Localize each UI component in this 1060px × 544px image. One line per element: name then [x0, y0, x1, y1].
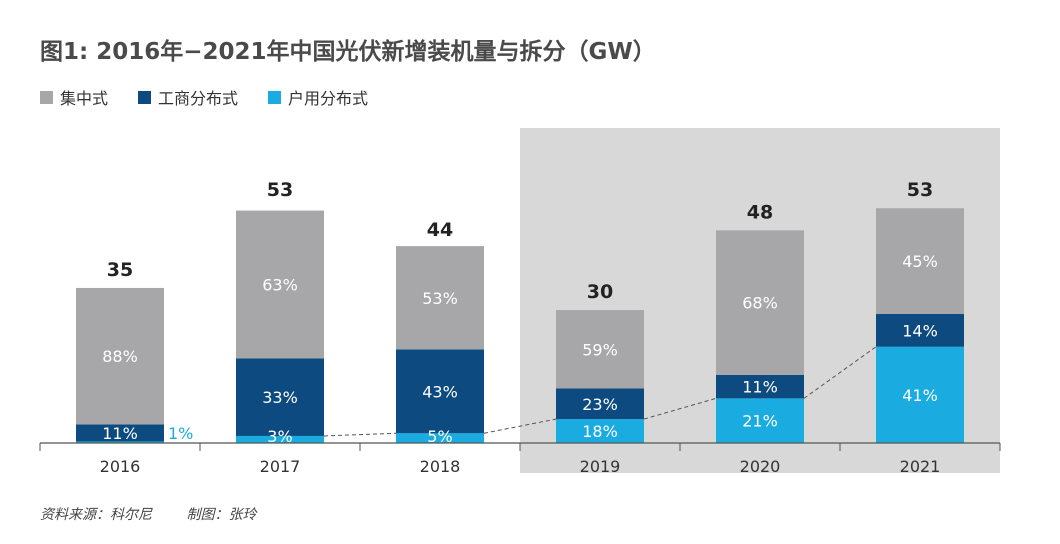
x-tick-label-2018: 2018 — [420, 457, 461, 476]
segment-label-2019-2: 59% — [582, 340, 618, 359]
total-label-2018: 44 — [427, 219, 453, 241]
segment-label-2017-2: 63% — [262, 276, 298, 295]
bar-segment-2021-0 — [876, 346, 964, 443]
segment-label-2019-0: 18% — [582, 422, 618, 441]
bar-segment-2020-2 — [716, 230, 804, 375]
segment-label-2018-0: 5% — [427, 427, 452, 446]
author-note: 制图：张玲 — [186, 507, 257, 523]
bar-segment-2017-1 — [236, 358, 324, 436]
chart-legend: 集中式 工商分布式 户用分布式 — [40, 85, 398, 109]
bar-segment-2021-1 — [876, 313, 964, 347]
legend-label-household: 户用分布式 — [288, 89, 369, 108]
total-label-2020: 48 — [747, 201, 773, 223]
bar-segment-2020-1 — [716, 374, 804, 399]
x-tick-label-2020: 2020 — [740, 457, 781, 476]
segment-label-2021-0: 41% — [902, 386, 938, 405]
total-label-2019: 30 — [587, 281, 613, 303]
bar-segment-2021-2 — [876, 208, 964, 314]
legend-label-centralized: 集中式 — [60, 89, 109, 108]
chart-title: 图1: 2016年−2021年中国光伏新增装机量与拆分（GW） — [40, 39, 656, 65]
bar-segment-2018-0 — [396, 433, 484, 443]
bar-segment-2017-2 — [236, 210, 324, 359]
segment-label-2021-1: 14% — [902, 321, 938, 340]
bar-segment-2018-1 — [396, 349, 484, 434]
bar-segment-2016-1 — [76, 424, 164, 442]
segment-label-2020-1: 11% — [742, 378, 778, 397]
segment-label-2020-2: 68% — [742, 294, 778, 313]
chart-footer: 资料来源：科尔尼 制图：张玲 — [40, 504, 256, 524]
legend-item-centralized: 集中式 — [40, 85, 108, 109]
legend-swatch-household — [268, 90, 282, 104]
bar-segment-2017-0 — [236, 435, 324, 443]
x-tick-label-2021: 2021 — [900, 457, 941, 476]
bar-segment-2019-1 — [556, 388, 644, 420]
bar-segment-2016-2 — [76, 287, 164, 425]
legend-item-household: 户用分布式 — [268, 85, 368, 109]
legend-swatch-commercial — [138, 90, 152, 104]
legend-label-commercial: 工商分布式 — [158, 89, 239, 108]
segment-label-2021-2: 45% — [902, 252, 938, 271]
bar-segment-2019-0 — [556, 419, 644, 443]
bar-segment-2020-0 — [716, 398, 804, 443]
x-tick-label-2019: 2019 — [580, 457, 621, 476]
segment-label-2018-2: 53% — [422, 289, 458, 308]
total-label-2021: 53 — [907, 179, 933, 201]
segment-label-2020-0: 21% — [742, 412, 778, 431]
bar-segment-2019-2 — [556, 310, 644, 389]
household-trend-line — [323, 346, 877, 437]
source-note: 资料来源：科尔尼 — [40, 507, 152, 523]
segment-label-2019-1: 23% — [582, 395, 618, 414]
bar-segment-2016-0 — [76, 441, 164, 443]
segment-label-2017-1: 33% — [262, 388, 298, 407]
segment-label-2016-2: 88% — [102, 347, 138, 366]
total-label-2016: 35 — [107, 259, 133, 281]
legend-swatch-centralized — [40, 90, 53, 104]
x-tick-label-2016: 2016 — [100, 457, 141, 476]
segment-label-2016-1: 11% — [102, 424, 138, 443]
x-tick-label-2017: 2017 — [260, 457, 301, 476]
segment-label-2018-1: 43% — [422, 382, 458, 401]
total-label-2017: 53 — [267, 179, 293, 201]
segment-label-2016-0: 1% — [168, 424, 193, 443]
legend-item-commercial: 工商分布式 — [138, 85, 238, 109]
segment-label-2017-0: 3% — [267, 427, 292, 446]
bar-segment-2018-2 — [396, 246, 484, 350]
